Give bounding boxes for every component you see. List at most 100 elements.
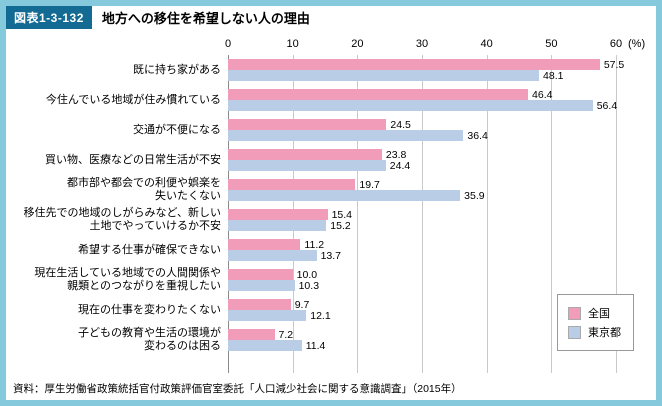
bar-東京都 (228, 280, 295, 291)
bar-cell: 57.5 48.1 (228, 59, 624, 82)
value-label: 15.2 (330, 219, 351, 232)
figure-number-badge: 図表1-3-132 (6, 6, 92, 29)
gridline (551, 55, 553, 373)
category-label: 都市部や都会での利便や娯楽を 失いたくない (67, 177, 221, 202)
bar-group: 希望する仕事が確保できない 11.2 13.7 (6, 235, 616, 265)
category-label: 今住んでいる地域が住み慣れている (45, 93, 221, 106)
x-tick-label: 50 (545, 38, 558, 50)
bar-track: 11.2 (228, 239, 616, 251)
bar-全国 (228, 59, 600, 70)
value-label: 35.9 (464, 189, 485, 202)
chart-legend: 全国 東京都 (557, 294, 634, 351)
bar-東京都 (228, 190, 461, 201)
category-label: 移住先での地域のしがらみなど、新しい 土地でやっていけるか不安 (23, 207, 221, 232)
bar-track: 23.8 (228, 148, 616, 161)
bar-全国 (228, 239, 301, 250)
category-label: 現在の仕事を変わりたくない (78, 303, 221, 316)
bar-全国 (228, 299, 291, 310)
category-label: 子どもの教育や生活の環境が 変わるのは困る (78, 327, 221, 352)
bar-track: 10.0 (228, 268, 616, 281)
value-label: 24.5 (390, 118, 411, 131)
gridline (486, 55, 488, 373)
category-label: 希望する仕事が確保できない (78, 243, 221, 256)
bar-cell: 15.4 15.2 (228, 208, 616, 232)
bar-東京都 (228, 130, 464, 141)
legend-item: 全国 (568, 305, 621, 321)
figure-header: 図表1-3-132 地方への移住を希望しない人の理由 (6, 6, 656, 29)
bar-東京都 (228, 70, 540, 81)
category-label: 現在生活している地域での人間関係や 親類とのつながりを重視したい (34, 267, 221, 292)
bar-track: 15.2 (228, 219, 616, 232)
bar-group: 子どもの教育や生活の環境が 変わるのは困る 7.2 11.4 (6, 325, 616, 355)
bar-track: 15.4 (228, 208, 616, 221)
bar-track: 36.4 (228, 129, 616, 142)
legend-label: 東京都 (588, 327, 621, 339)
value-label: 56.4 (596, 99, 618, 112)
category-label: 既に持ち家がある (133, 63, 221, 76)
value-label: 23.8 (385, 148, 407, 161)
bar-rows: 既に持ち家がある 57.5 48.1 今住んでいる地域が住み慣れている 46.4 56.4… (6, 55, 625, 355)
bar-group: 現在生活している地域での人間関係や 親類とのつながりを重視したい 10.0 10.3 (6, 265, 616, 295)
value-label: 15.4 (331, 208, 353, 221)
bar-track: 10.3 (228, 279, 616, 292)
bar-track: 12.1 (228, 309, 616, 322)
gridline (616, 55, 617, 373)
bar-group: 買い物、医療などの日常生活が不安 23.8 24.4 (6, 145, 616, 175)
bar-track: 35.9 (228, 189, 616, 202)
bar-track: 9.7 (228, 298, 616, 311)
value-label: 36.4 (467, 129, 488, 142)
bar-cell: 9.7 12.1 (228, 298, 616, 322)
value-label: 57.5 (603, 58, 625, 71)
bar-track: 48.1 (228, 69, 616, 82)
figure-title: 地方への移住を希望しない人の理由 (91, 6, 320, 29)
bar-全国 (228, 209, 328, 220)
bar-全国 (228, 329, 275, 340)
value-label: 48.1 (543, 69, 564, 82)
bar-全国 (228, 89, 529, 100)
bar-cell: 24.5 36.4 (228, 118, 616, 142)
bar-group: 既に持ち家がある 57.5 48.1 (6, 55, 624, 85)
bar-track: 56.4 (228, 99, 618, 112)
source-note: 資料：厚生労働省政策統括官付政策評価官室委託「人口減少社会に関する意識調査」（2… (13, 383, 462, 395)
x-tick-label: 10 (286, 38, 299, 50)
gridline (357, 55, 359, 373)
bar-全国 (228, 149, 382, 160)
bar-cell: 46.4 56.4 (228, 88, 618, 112)
bar-track: 7.2 (228, 329, 616, 341)
legend-label: 全国 (588, 308, 610, 320)
bar-全国 (228, 179, 356, 190)
bar-東京都 (228, 100, 593, 111)
x-axis: (%) 0 10 20 30 40 50 60 (224, 37, 645, 55)
axis-unit-label: (%) (628, 38, 646, 50)
value-label: 9.7 (294, 298, 310, 311)
x-tick-label: 20 (351, 38, 364, 50)
bar-全国 (228, 119, 387, 130)
value-label: 13.7 (320, 249, 342, 262)
bar-chart: (%) 0 10 20 30 40 50 60 全国東京都 既に持ち家がある 57.5 48.1… (6, 29, 656, 379)
bar-東京都 (228, 160, 386, 171)
legend-swatch (568, 325, 581, 339)
bar-cell: 19.7 35.9 (228, 179, 616, 202)
bar-track: 57.5 (228, 59, 624, 71)
bar-cell: 23.8 24.4 (228, 148, 616, 172)
category-label: 交通が不便になる (133, 123, 221, 136)
plot-area: 全国東京都 既に持ち家がある 57.5 48.1 今住んでいる地域が住み慣れている 46… (6, 55, 656, 379)
value-label: 11.4 (305, 339, 326, 352)
bar-group: 現在の仕事を変わりたくない 9.7 12.1 (6, 295, 616, 325)
x-tick-label: 30 (415, 38, 429, 50)
legend-swatch (568, 306, 581, 320)
gridline (422, 55, 423, 373)
value-label: 46.4 (532, 88, 553, 101)
category-label: 買い物、医療などの日常生活が不安 (45, 153, 221, 166)
bar-cell: 11.2 13.7 (228, 239, 616, 262)
x-tick-label: 60 (609, 38, 623, 50)
bar-東京都 (228, 340, 302, 351)
x-tick-label: 40 (480, 38, 493, 50)
value-label: 12.1 (310, 309, 331, 322)
bar-track: 46.4 (228, 88, 616, 101)
value-label: 10.0 (296, 268, 318, 281)
value-label: 10.3 (298, 279, 320, 292)
x-tick-label: 0 (224, 38, 232, 50)
bar-track: 19.7 (228, 179, 616, 191)
